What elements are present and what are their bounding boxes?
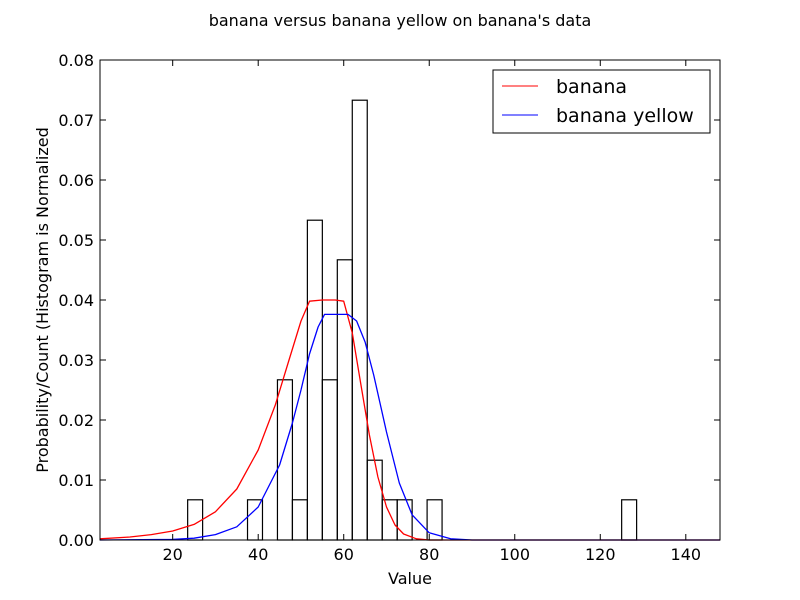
series-line-banana bbox=[99, 299, 720, 541]
y-tick-label: 0.02 bbox=[58, 411, 94, 430]
y-tick-label: 0.00 bbox=[58, 531, 94, 550]
histogram-bar bbox=[187, 499, 204, 541]
tick-layer: 20 40 60 80 100 120 140 0.00 0.01 0.02 0.03 0.04 0.0… bbox=[58, 51, 720, 564]
histogram-bar bbox=[246, 499, 264, 541]
y-tick-label: 0.08 bbox=[58, 51, 94, 70]
y-tick-label: 0.03 bbox=[58, 351, 94, 370]
histogram-layer bbox=[187, 99, 638, 541]
y-tick-label: 0.04 bbox=[58, 291, 94, 310]
x-axis-label: Value bbox=[388, 569, 432, 588]
series-line-banana-yellow bbox=[99, 313, 720, 541]
histogram-bar bbox=[291, 499, 308, 541]
histogram-bar bbox=[621, 499, 638, 541]
y-tick-label: 0.06 bbox=[58, 171, 94, 190]
legend-label-banana: banana bbox=[556, 76, 627, 98]
x-tick-label: 60 bbox=[334, 545, 354, 564]
x-tick-label: 140 bbox=[671, 545, 702, 564]
x-tick-label: 80 bbox=[419, 545, 439, 564]
histogram-bar bbox=[306, 219, 323, 541]
y-tick-label: 0.01 bbox=[58, 471, 94, 490]
x-tick-label: 100 bbox=[499, 545, 530, 564]
histogram-bar bbox=[336, 259, 353, 541]
histogram-bar bbox=[366, 459, 383, 541]
y-axis-label: Probability/Count (Histogram is Normaliz… bbox=[33, 127, 52, 473]
legend-box bbox=[492, 69, 711, 134]
legend-label-banana-yellow: banana yellow bbox=[556, 105, 694, 127]
legend: banana banana yellow bbox=[492, 69, 711, 134]
chart-title: banana versus banana yellow on banana's … bbox=[209, 11, 592, 30]
histogram-bar bbox=[321, 379, 338, 541]
curve-layer bbox=[99, 299, 720, 541]
y-tick-label: 0.05 bbox=[58, 231, 94, 250]
x-tick-label: 120 bbox=[585, 545, 616, 564]
x-tick-label: 40 bbox=[248, 545, 268, 564]
histogram-bar bbox=[381, 499, 398, 541]
y-tick-label: 0.07 bbox=[58, 111, 94, 130]
x-tick-label: 20 bbox=[163, 545, 183, 564]
histogram-bar bbox=[276, 379, 294, 541]
